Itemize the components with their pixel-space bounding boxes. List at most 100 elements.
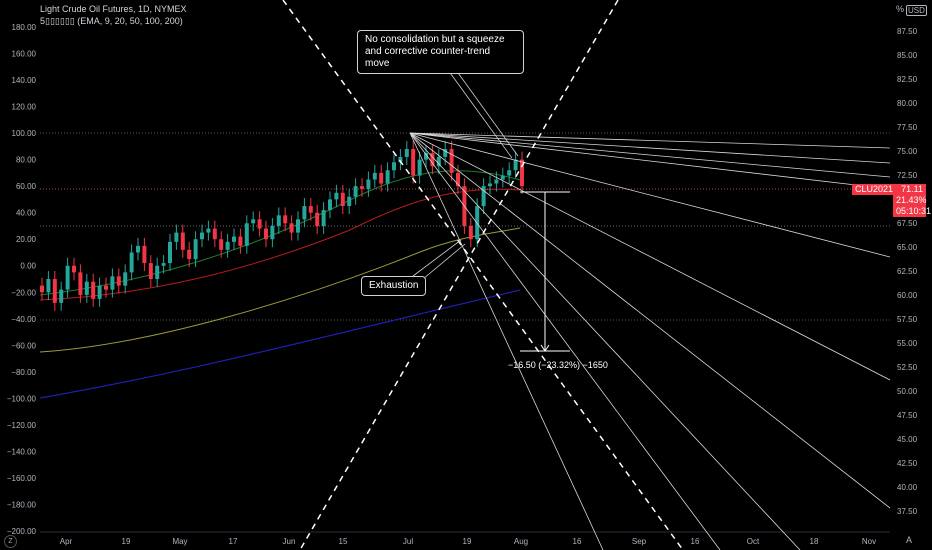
right-tick-label: 62.50	[897, 267, 918, 276]
chart-title: Light Crude Oil Futures, 1D, NYMEX	[40, 4, 187, 14]
left-tick-label: −60.00	[11, 341, 36, 350]
ema20-line	[39, 188, 521, 301]
candle-body	[328, 199, 332, 211]
x-tick-label: May	[172, 537, 187, 546]
candle-body	[334, 192, 339, 200]
price-tag-price: 71.11	[901, 184, 923, 194]
left-tick-label: 20.00	[16, 235, 37, 244]
candle-body	[353, 186, 358, 197]
x-tick-label: 19	[463, 537, 472, 546]
fan-line	[409, 132, 801, 550]
candle-body	[200, 232, 204, 240]
left-tick-label: −140.00	[7, 447, 37, 456]
left-tick-label: −100.00	[7, 394, 37, 403]
candle-body	[187, 249, 192, 260]
right-tick-label: 50.00	[897, 387, 918, 396]
left-tick-label: −200.00	[7, 527, 37, 536]
candle-body	[129, 252, 134, 273]
left-tick-label: 40.00	[16, 209, 37, 218]
currency-badge[interactable]: USD	[906, 5, 927, 16]
candle-body	[520, 159, 524, 187]
candle-body	[52, 279, 57, 303]
candle-body	[392, 162, 396, 171]
x-tick-label: 18	[810, 537, 819, 546]
candle-body	[84, 281, 89, 295]
auto-scale-button[interactable]: A	[906, 535, 913, 545]
left-tick-label: −160.00	[7, 474, 37, 483]
left-tick-label: 0.00	[20, 262, 36, 271]
candle-body	[180, 232, 185, 250]
right-tick-label: 55.00	[897, 339, 918, 348]
x-tick-label: Nov	[862, 537, 876, 546]
right-tick-label: 85.00	[897, 51, 918, 60]
right-tick-label: 57.50	[897, 315, 918, 324]
right-tick-label: 87.50	[897, 27, 918, 36]
fan-line	[409, 132, 604, 550]
candle-body	[110, 276, 115, 290]
candle-body	[257, 219, 262, 229]
candle-body	[161, 263, 166, 266]
candle-body	[372, 172, 377, 180]
right-tick-label: 82.50	[897, 75, 918, 84]
x-tick-label: 19	[122, 537, 131, 546]
candle-body	[238, 236, 243, 246]
right-tick-label: 47.50	[897, 411, 918, 420]
candle-body	[142, 245, 147, 264]
left-tick-label: 180.00	[12, 23, 37, 32]
candle-body	[494, 179, 499, 184]
candle-body	[283, 215, 288, 224]
candle-body	[212, 228, 217, 240]
fan-line	[409, 132, 891, 190]
callout-pointer	[439, 58, 513, 159]
x-tick-label: 16	[691, 537, 700, 546]
fan-line	[409, 132, 891, 164]
candle-body	[72, 265, 76, 273]
candle-body	[411, 149, 416, 176]
right-axis-panel	[890, 0, 932, 550]
right-tick-label: 42.50	[897, 459, 918, 468]
exhaustion-callout: Exhaustion	[361, 276, 427, 296]
fan-line	[409, 132, 891, 178]
candle-body	[219, 239, 224, 250]
candle-body	[340, 192, 345, 207]
measure-arrow	[540, 344, 550, 352]
candle-body	[123, 272, 128, 286]
right-tick-label: 80.00	[897, 99, 918, 108]
indicator-legend[interactable]: 5▯▯▯▯▯▯ (EMA, 9, 20, 50, 100, 200)	[40, 16, 183, 26]
candle-body	[148, 263, 153, 279]
candle-body	[430, 153, 435, 167]
candle-body	[168, 241, 172, 264]
candle-body	[360, 186, 364, 189]
left-tick-label: −80.00	[11, 368, 36, 377]
dashed-trendline-down	[282, 0, 684, 550]
candle-body	[116, 276, 121, 286]
candle-body	[385, 170, 390, 184]
right-tick-label: 60.00	[897, 291, 918, 300]
fan-line	[409, 132, 891, 381]
percent-scale-toggle[interactable]: %	[896, 4, 905, 14]
right-tick-label: 40.00	[897, 483, 918, 492]
left-tick-label: −40.00	[11, 315, 36, 324]
candle-body	[264, 228, 268, 240]
candle-body	[366, 179, 371, 189]
left-tick-label: 160.00	[12, 50, 37, 59]
candle-body	[91, 281, 96, 299]
candle-body	[481, 186, 486, 207]
left-tick-label: −180.00	[7, 500, 37, 509]
candle-body	[270, 225, 275, 240]
candle-body	[449, 149, 454, 173]
candle-body	[104, 285, 108, 290]
candle-body	[321, 210, 326, 226]
squeeze-callout: No consolidation but a squeeze and corre…	[357, 30, 524, 74]
candle-body	[78, 272, 83, 295]
x-tick-label: 17	[229, 537, 238, 546]
zoom-reset-icon[interactable]: Z	[4, 535, 17, 548]
candle-body	[443, 149, 448, 157]
candle-body	[468, 225, 473, 240]
callout-pointer	[447, 58, 519, 157]
candle-body	[296, 219, 300, 233]
candle-body	[59, 289, 64, 303]
x-tick-label: Apr	[60, 537, 73, 546]
dashed-trendline-up	[299, 0, 619, 550]
